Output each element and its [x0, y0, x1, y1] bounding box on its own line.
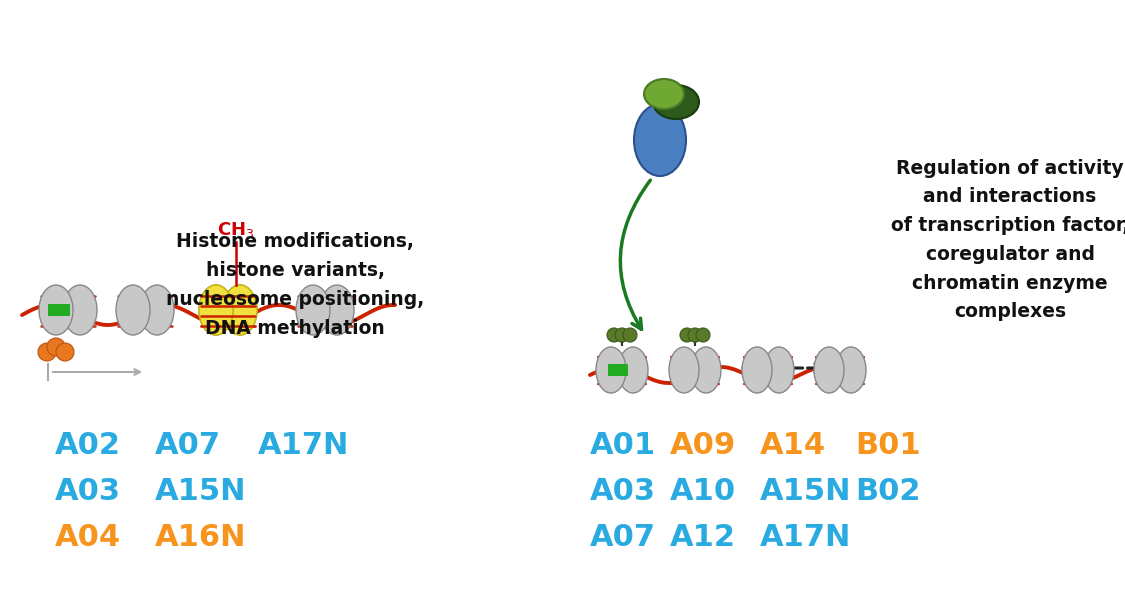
Text: A17N: A17N: [258, 431, 350, 460]
Text: A15N: A15N: [760, 478, 852, 506]
Circle shape: [696, 328, 710, 342]
Text: A14: A14: [760, 431, 826, 460]
Circle shape: [623, 328, 637, 342]
Text: B01: B01: [855, 431, 920, 460]
Circle shape: [608, 328, 621, 342]
Ellipse shape: [140, 285, 174, 335]
Ellipse shape: [691, 347, 721, 393]
Text: A12: A12: [670, 523, 736, 553]
Ellipse shape: [296, 285, 330, 335]
Circle shape: [688, 328, 702, 342]
Ellipse shape: [199, 285, 233, 335]
Ellipse shape: [223, 285, 256, 335]
Ellipse shape: [669, 347, 699, 393]
Ellipse shape: [836, 347, 866, 393]
Text: Regulation of activity
and interactions
of transcription factor,
coregulator and: Regulation of activity and interactions …: [891, 158, 1125, 322]
Text: CH$_3$: CH$_3$: [217, 220, 254, 240]
Circle shape: [47, 338, 65, 356]
Ellipse shape: [764, 347, 794, 393]
Circle shape: [680, 328, 694, 342]
Text: A16N: A16N: [155, 523, 246, 553]
Ellipse shape: [644, 79, 684, 109]
Circle shape: [38, 343, 56, 361]
Ellipse shape: [199, 285, 233, 335]
Text: A10: A10: [670, 478, 736, 506]
Text: A17N: A17N: [760, 523, 852, 553]
Text: Histone modifications,
histone variants,
nucleosome positioning,
DNA methylation: Histone modifications, histone variants,…: [165, 232, 424, 338]
Ellipse shape: [319, 285, 354, 335]
Text: A07: A07: [155, 431, 220, 460]
Text: A03: A03: [55, 478, 122, 506]
Circle shape: [615, 328, 629, 342]
Ellipse shape: [116, 285, 150, 335]
Ellipse shape: [618, 347, 648, 393]
Text: A01: A01: [590, 431, 656, 460]
Ellipse shape: [39, 285, 73, 335]
Text: A09: A09: [670, 431, 736, 460]
Text: A02: A02: [55, 431, 122, 460]
Ellipse shape: [63, 285, 97, 335]
Ellipse shape: [634, 104, 686, 176]
Ellipse shape: [223, 285, 256, 335]
Text: A07: A07: [590, 523, 656, 553]
Ellipse shape: [814, 347, 844, 393]
Text: B02: B02: [855, 478, 920, 506]
FancyBboxPatch shape: [608, 364, 628, 376]
Text: A15N: A15N: [155, 478, 246, 506]
Ellipse shape: [742, 347, 772, 393]
FancyBboxPatch shape: [48, 304, 70, 316]
Ellipse shape: [652, 85, 699, 119]
Circle shape: [56, 343, 74, 361]
Text: A04: A04: [55, 523, 122, 553]
Text: A03: A03: [590, 478, 656, 506]
Ellipse shape: [596, 347, 626, 393]
